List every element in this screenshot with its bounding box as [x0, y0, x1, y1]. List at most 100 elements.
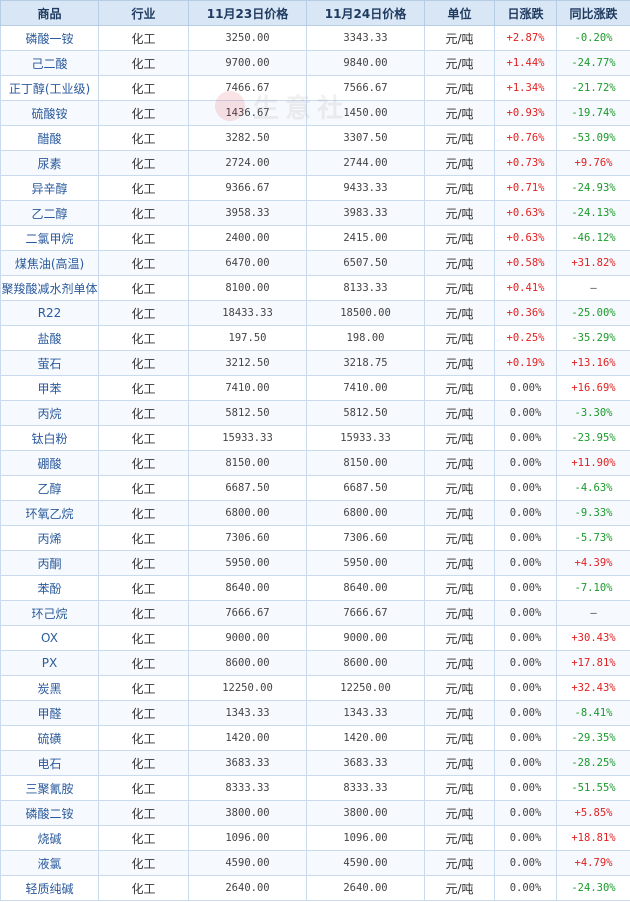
- unit-cell: 元/吨: [424, 775, 495, 801]
- unit-cell: 元/吨: [424, 825, 495, 851]
- commodity-name-cell[interactable]: 硫酸铵: [0, 100, 99, 126]
- price-nov23-cell: 8100.00: [188, 275, 307, 301]
- price-nov24-cell: 15933.33: [306, 425, 425, 451]
- industry-cell: 化工: [98, 700, 189, 726]
- price-nov23-cell: 3212.50: [188, 350, 307, 376]
- table-row: 聚羧酸减水剂单体 化工 8100.00 8133.33 元/吨 +0.41% —: [0, 275, 630, 301]
- commodity-name-cell[interactable]: 甲醛: [0, 700, 99, 726]
- industry-cell: 化工: [98, 400, 189, 426]
- commodity-name-cell[interactable]: 甲苯: [0, 375, 99, 401]
- industry-cell: 化工: [98, 550, 189, 576]
- industry-cell: 化工: [98, 25, 189, 51]
- industry-cell: 化工: [98, 750, 189, 776]
- header-commodity: 商品: [0, 0, 99, 26]
- yoy-change-cell: +4.39%: [556, 550, 630, 576]
- daily-change-cell: +1.44%: [494, 50, 557, 76]
- commodity-name-cell[interactable]: 异辛醇: [0, 175, 99, 201]
- industry-cell: 化工: [98, 325, 189, 351]
- commodity-name-cell[interactable]: 钛白粉: [0, 425, 99, 451]
- commodity-name-cell[interactable]: 苯酚: [0, 575, 99, 601]
- commodity-name-cell[interactable]: 盐酸: [0, 325, 99, 351]
- commodity-name-cell[interactable]: 正丁醇(工业级): [0, 75, 99, 101]
- yoy-change-cell: -24.13%: [556, 200, 630, 226]
- price-nov23-cell: 15933.33: [188, 425, 307, 451]
- unit-cell: 元/吨: [424, 200, 495, 226]
- commodity-name-cell[interactable]: 醋酸: [0, 125, 99, 151]
- commodity-name-cell[interactable]: 炭黑: [0, 675, 99, 701]
- price-nov23-cell: 9366.67: [188, 175, 307, 201]
- daily-change-cell: 0.00%: [494, 775, 557, 801]
- price-nov24-cell: 8640.00: [306, 575, 425, 601]
- price-nov23-cell: 3250.00: [188, 25, 307, 51]
- industry-cell: 化工: [98, 100, 189, 126]
- daily-change-cell: +0.93%: [494, 100, 557, 126]
- commodity-name-cell[interactable]: 电石: [0, 750, 99, 776]
- price-nov24-cell: 1343.33: [306, 700, 425, 726]
- price-nov24-cell: 198.00: [306, 325, 425, 351]
- unit-cell: 元/吨: [424, 300, 495, 326]
- price-nov23-cell: 18433.33: [188, 300, 307, 326]
- unit-cell: 元/吨: [424, 150, 495, 176]
- price-nov24-cell: 7306.60: [306, 525, 425, 551]
- table-row: 硼酸 化工 8150.00 8150.00 元/吨 0.00% +11.90%: [0, 450, 630, 476]
- daily-change-cell: 0.00%: [494, 450, 557, 476]
- daily-change-cell: +0.73%: [494, 150, 557, 176]
- price-nov24-cell: 3307.50: [306, 125, 425, 151]
- price-nov23-cell: 1420.00: [188, 725, 307, 751]
- price-nov23-cell: 8150.00: [188, 450, 307, 476]
- commodity-name-cell[interactable]: 乙二醇: [0, 200, 99, 226]
- commodity-name-cell[interactable]: 磷酸一铵: [0, 25, 99, 51]
- unit-cell: 元/吨: [424, 575, 495, 601]
- commodity-name-cell[interactable]: 丙烷: [0, 400, 99, 426]
- commodity-name-cell[interactable]: 己二酸: [0, 50, 99, 76]
- unit-cell: 元/吨: [424, 250, 495, 276]
- industry-cell: 化工: [98, 575, 189, 601]
- price-nov23-cell: 3282.50: [188, 125, 307, 151]
- commodity-name-cell[interactable]: 丙烯: [0, 525, 99, 551]
- commodity-name-cell[interactable]: 烧碱: [0, 825, 99, 851]
- table-row: 三聚氰胺 化工 8333.33 8333.33 元/吨 0.00% -51.55%: [0, 775, 630, 801]
- unit-cell: 元/吨: [424, 850, 495, 876]
- industry-cell: 化工: [98, 250, 189, 276]
- commodity-name-cell[interactable]: 二氯甲烷: [0, 225, 99, 251]
- commodity-name-cell[interactable]: 尿素: [0, 150, 99, 176]
- commodity-name-cell[interactable]: 聚羧酸减水剂单体: [0, 275, 99, 301]
- price-nov23-cell: 3683.33: [188, 750, 307, 776]
- unit-cell: 元/吨: [424, 225, 495, 251]
- commodity-name-cell[interactable]: 三聚氰胺: [0, 775, 99, 801]
- table-header-row: 商品 行业 11月23日价格 11月24日价格 单位 日涨跌 同比涨跌: [0, 0, 630, 26]
- industry-cell: 化工: [98, 425, 189, 451]
- industry-cell: 化工: [98, 150, 189, 176]
- industry-cell: 化工: [98, 800, 189, 826]
- price-nov23-cell: 5950.00: [188, 550, 307, 576]
- commodity-name-cell[interactable]: 乙醇: [0, 475, 99, 501]
- price-nov23-cell: 1343.33: [188, 700, 307, 726]
- commodity-name-cell[interactable]: 煤焦油(高温): [0, 250, 99, 276]
- commodity-name-cell[interactable]: 萤石: [0, 350, 99, 376]
- daily-change-cell: 0.00%: [494, 750, 557, 776]
- yoy-change-cell: -24.77%: [556, 50, 630, 76]
- yoy-change-cell: -53.09%: [556, 125, 630, 151]
- commodity-name-cell[interactable]: 轻质纯碱: [0, 875, 99, 901]
- commodity-name-cell[interactable]: 环己烷: [0, 600, 99, 626]
- commodity-name-cell[interactable]: OX: [0, 625, 99, 651]
- price-nov23-cell: 1436.67: [188, 100, 307, 126]
- commodity-name-cell[interactable]: 磷酸二铵: [0, 800, 99, 826]
- table-row: 二氯甲烷 化工 2400.00 2415.00 元/吨 +0.63% -46.12%: [0, 225, 630, 251]
- commodity-name-cell[interactable]: 环氧乙烷: [0, 500, 99, 526]
- commodity-name-cell[interactable]: PX: [0, 650, 99, 676]
- commodity-name-cell[interactable]: 丙酮: [0, 550, 99, 576]
- yoy-change-cell: +13.16%: [556, 350, 630, 376]
- table-row: OX 化工 9000.00 9000.00 元/吨 0.00% +30.43%: [0, 625, 630, 651]
- commodity-name-cell[interactable]: 硫磺: [0, 725, 99, 751]
- table-row: 甲醛 化工 1343.33 1343.33 元/吨 0.00% -8.41%: [0, 700, 630, 726]
- table-row: 异辛醇 化工 9366.67 9433.33 元/吨 +0.71% -24.93%: [0, 175, 630, 201]
- daily-change-cell: 0.00%: [494, 425, 557, 451]
- header-daily-change: 日涨跌: [494, 0, 557, 26]
- commodity-name-cell[interactable]: 硼酸: [0, 450, 99, 476]
- table-row: 环己烷 化工 7666.67 7666.67 元/吨 0.00% —: [0, 600, 630, 626]
- table-row: PX 化工 8600.00 8600.00 元/吨 0.00% +17.81%: [0, 650, 630, 676]
- yoy-change-cell: -4.63%: [556, 475, 630, 501]
- commodity-name-cell[interactable]: 液氯: [0, 850, 99, 876]
- commodity-name-cell[interactable]: R22: [0, 300, 99, 326]
